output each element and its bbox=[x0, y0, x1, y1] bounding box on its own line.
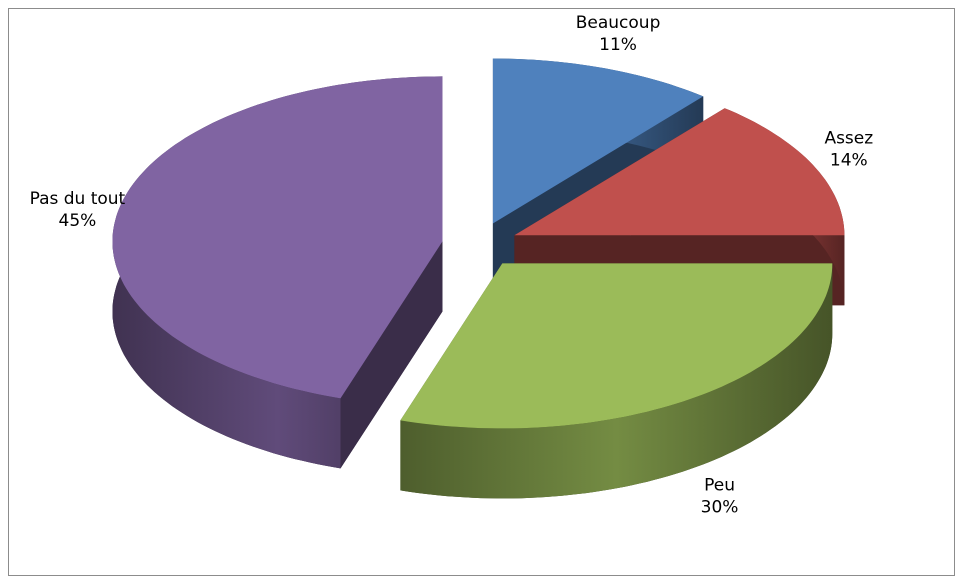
data-label-value: 45% bbox=[59, 211, 97, 231]
slice-top bbox=[400, 263, 833, 429]
slice-top bbox=[492, 58, 704, 224]
slice-top bbox=[514, 108, 845, 236]
slice bbox=[112, 76, 443, 469]
data-label-name: Peu bbox=[704, 475, 735, 495]
slice-side bbox=[400, 263, 833, 499]
data-label-name: Pas du tout bbox=[30, 189, 126, 209]
data-label-name: Beaucoup bbox=[576, 13, 661, 33]
data-label-value: 11% bbox=[599, 35, 637, 55]
slice-top bbox=[112, 76, 443, 399]
data-label-value: 14% bbox=[830, 151, 868, 171]
data-label-name: Assez bbox=[824, 129, 873, 149]
slice-wall bbox=[340, 241, 443, 469]
data-label-value: 30% bbox=[701, 497, 739, 517]
slice bbox=[400, 263, 833, 499]
